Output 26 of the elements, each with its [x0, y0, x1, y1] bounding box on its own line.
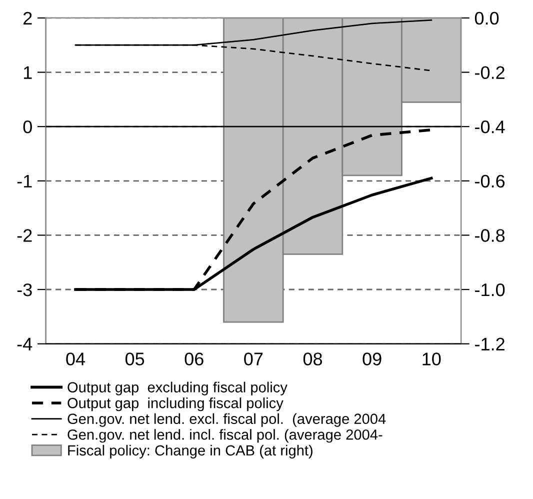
legend-label: Fiscal policy: Change in CAB (at right)	[68, 444, 312, 458]
y2-tick-label: -1.2	[475, 338, 504, 350]
legend-label: Gen.gov. net lend. excl. fiscal pol. (average 2004	[68, 413, 386, 427]
y-tick-label: -2	[17, 229, 32, 242]
y-tick-label: -3	[17, 283, 32, 296]
legend-label: Gen.gov. net lend. incl. fiscal pol. (average 2004-	[68, 429, 382, 443]
legend-label: Output gap excluding fiscal policy	[68, 382, 288, 396]
y2-tick-label: -1.0	[475, 283, 505, 296]
x-tick-label: 04	[66, 352, 86, 366]
y-tick-label: 1	[24, 66, 32, 79]
x-tick-label: 07	[244, 352, 263, 366]
x-tick-label: 10	[422, 352, 441, 366]
x-tick-label: 08	[303, 352, 322, 366]
x-tick-label: 06	[184, 352, 204, 366]
y-tick-label: 0	[23, 120, 32, 134]
y-tick-label: 2	[24, 12, 32, 25]
y2-tick-label: -0.4	[475, 120, 505, 134]
x-tick-label: 05	[125, 352, 144, 366]
legend-label: Output gap including fiscal policy	[68, 398, 284, 412]
x-tick-label: 09	[362, 352, 382, 366]
y-tick-label: -1	[17, 175, 32, 188]
y2-tick-label: -0.6	[475, 174, 505, 188]
y2-tick-label: -0.2	[475, 66, 504, 79]
y-tick-label: -4	[17, 338, 32, 350]
y2-tick-label: 0.0	[474, 12, 499, 25]
y2-tick-label: -0.8	[475, 229, 505, 242]
